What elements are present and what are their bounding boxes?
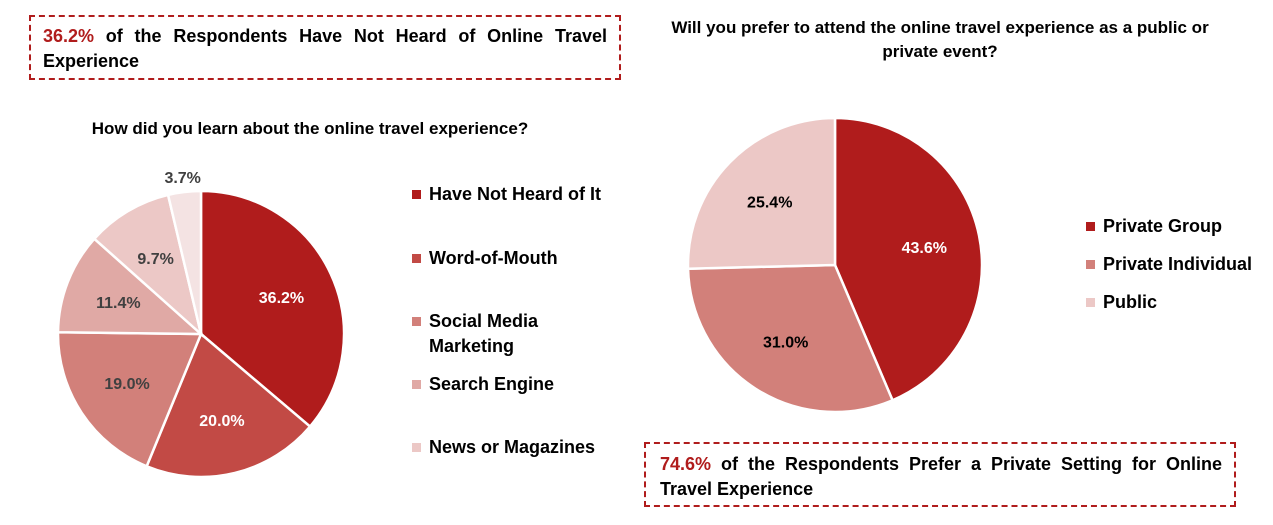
pie-0-data-label-4: 9.7% [137,251,173,268]
legend-0-label-4: News or Magazines [429,437,596,457]
pie-0-data-label-3: 11.4% [96,295,140,312]
legend-1-label-0: Private Group [1103,216,1223,236]
pie-1-slice-1 [686,263,895,414]
pie-0-slice-3 [56,236,205,336]
legend-1-swatch-0 [1086,222,1095,231]
legend-1-label-1: Private Individual [1103,254,1253,274]
pie-0-data-label-5: 3.7% [164,170,200,187]
legend-1-swatch-1 [1086,260,1095,269]
legend-0-swatch-1 [412,254,421,263]
legend-0-swatch-3 [412,380,421,389]
pie-0-slice-4 [92,193,204,338]
callout-left: 36.2% of the Respondents Have Not Heard … [29,15,621,80]
callout-right-highlight: 74.6% [660,454,712,474]
callout-right: 74.6% of the Respondents Prefer a Privat… [644,442,1236,507]
callout-left-highlight: 36.2% [43,26,95,46]
pie-0-slice-5 [166,189,203,335]
legend-0-swatch-0 [412,190,421,199]
callout-left-text: of the Respondents Have Not Heard of Onl… [43,26,607,71]
pie-1-data-label-0: 43.6% [902,240,947,257]
pie-1-data-label-2: 25.4% [747,194,792,211]
pie-0-data-label-1: 20.0% [199,413,244,430]
pie-0-slice-0 [199,189,346,429]
legend-0-label-1: Word-of-Mouth [429,248,558,268]
legend-0-label-0: Have Not Heard of It [429,184,602,204]
pie-0-data-label-2: 19.0% [104,376,149,393]
chart-title-learn: How did you learn about the online trave… [91,119,529,138]
legend-1-label-2: Public [1103,292,1158,312]
legend-0-label-3: Search Engine [429,374,555,394]
legend-0-swatch-4 [412,443,421,452]
pie-1-data-label-1: 31.0% [763,335,808,352]
pie-0-slice-2 [56,330,203,468]
callout-right-text: of the Respondents Prefer a Private Sett… [660,454,1222,499]
pie-1-slice-0 [833,116,984,402]
chart-title-preference: Will you prefer to attend the online tra… [671,18,1209,61]
legend-1-swatch-2 [1086,298,1095,307]
pie-1-slice-2 [686,116,837,270]
legend-0-swatch-2 [412,317,421,326]
legend-0-label-2: Social Media Marketing [429,311,539,356]
pie-0-data-label-0: 36.2% [259,290,304,307]
